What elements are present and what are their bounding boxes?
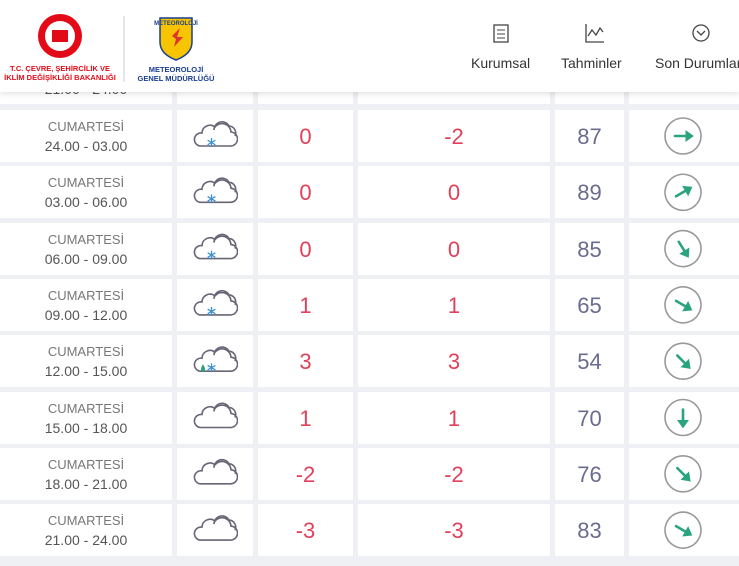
- day-name: CUMARTESİ: [47, 344, 125, 360]
- temperature: 0: [299, 124, 312, 149]
- feels-like: 0: [447, 236, 461, 262]
- table-cell: [358, 110, 550, 162]
- humidity: 70: [577, 405, 602, 431]
- ministry-name: T.C. ÇEVRE, ŞEHİRCİLİK VE: [10, 64, 110, 73]
- table-cell: [258, 335, 353, 388]
- day-name: CUMARTESİ: [47, 119, 125, 134]
- table-cell: [177, 278, 253, 331]
- table-cell: [0, 447, 172, 500]
- humidity: 65: [577, 292, 602, 318]
- table-cell: [358, 166, 550, 219]
- temperature: 0: [299, 236, 312, 262]
- feels-like: 0: [447, 180, 461, 206]
- time-range: 06.00 - 09.00: [44, 250, 128, 267]
- table-cell: [0, 278, 172, 331]
- table-cell: [555, 504, 624, 557]
- table-cell: [555, 222, 624, 275]
- humidity: 85: [577, 236, 602, 262]
- time-range: 21.00 - 24.00: [44, 532, 128, 549]
- logos: METEOROLOJİ T.C. ÇEVRE, ŞEHİRCİLİK VE İK…: [4, 14, 710, 83]
- feels-like: -3: [444, 518, 464, 544]
- table-cell: [0, 222, 172, 275]
- day-name: CUMARTESİ: [47, 287, 125, 303]
- table-cell: [555, 391, 624, 444]
- feels-like: 1: [447, 292, 461, 318]
- humidity: 89: [577, 180, 602, 206]
- meteo-name: GENEL MÜDÜRLÜĞÜ: [138, 74, 215, 83]
- day-name: CUMARTESİ: [47, 175, 125, 191]
- temperature: -2: [295, 461, 316, 487]
- time-range: 15.00 - 18.00: [44, 419, 128, 436]
- table-cell: [258, 278, 353, 331]
- day-name: CUMARTESİ: [47, 231, 125, 247]
- day-name: CUMARTESİ: [47, 513, 125, 529]
- humidity: 54: [577, 349, 602, 375]
- table-cell: [177, 335, 253, 388]
- table-cell: [555, 166, 624, 219]
- time-range: 09.00 - 12.00: [44, 306, 128, 323]
- table-cell: [358, 335, 550, 388]
- table-cell: [0, 504, 172, 557]
- table-cell: [258, 166, 353, 219]
- table-cell: [0, 110, 172, 162]
- nav-link[interactable]: Kurumsal: [471, 55, 531, 71]
- meteo-name: METEOROLOJİ: [149, 65, 204, 74]
- humidity: 76: [577, 461, 602, 487]
- table-cell: [358, 222, 550, 275]
- time-range: 18.00 - 21.00: [44, 475, 128, 492]
- row-icons: [193, 116, 710, 556]
- table-cell: [358, 391, 550, 444]
- header: METEOROLOJİ T.C. ÇEVRE, ŞEHİRCİLİK VE İK…: [0, 0, 739, 92]
- table-cell: [177, 504, 253, 557]
- table-cell: [177, 391, 253, 444]
- table-cell: [258, 391, 353, 444]
- day-name: CUMARTESİ: [47, 456, 125, 472]
- table-cell: [177, 222, 253, 275]
- table-cell: [258, 447, 353, 500]
- feels-like: -2: [444, 461, 464, 487]
- table-cell: [177, 110, 253, 162]
- time-range: 03.00 - 06.00: [44, 194, 128, 211]
- table-cell: [555, 447, 624, 500]
- temperature: 1: [299, 405, 312, 431]
- ministry-name: İKLİM DEĞİŞİKLİĞİ BAKANLIĞI: [4, 73, 116, 82]
- table-cell: [258, 222, 353, 275]
- table-cell: [358, 278, 550, 331]
- table-cell: [177, 166, 253, 219]
- humidity: 87: [577, 124, 602, 149]
- humidity: 83: [577, 518, 602, 544]
- table-cell: [258, 504, 353, 557]
- table-cell: [0, 391, 172, 444]
- nav-link[interactable]: Son Durumlar: [655, 55, 739, 71]
- table-cell: [358, 504, 550, 557]
- time-range: 24.00 - 03.00: [44, 138, 128, 154]
- table-cell: [258, 110, 353, 162]
- temperature: 3: [299, 349, 312, 375]
- table-cell: [0, 166, 172, 219]
- feels-like: 3: [447, 349, 461, 375]
- feels-like: -2: [444, 124, 464, 149]
- table-cell: [358, 447, 550, 500]
- feels-like: 1: [447, 405, 461, 431]
- time-range: 12.00 - 15.00: [44, 363, 128, 380]
- day-name: CUMARTESİ: [47, 400, 125, 416]
- meteo-badge: METEOROLOJİ: [154, 20, 198, 27]
- table-cell: [555, 335, 624, 388]
- temperature: 1: [299, 292, 312, 318]
- table-cell: [555, 110, 624, 162]
- temperature: -3: [295, 518, 316, 544]
- nav-link[interactable]: Tahminler: [561, 55, 622, 71]
- table-cell: [177, 447, 253, 500]
- table-cell: [0, 335, 172, 388]
- temperature: 0: [299, 180, 312, 206]
- table-cell: [555, 278, 624, 331]
